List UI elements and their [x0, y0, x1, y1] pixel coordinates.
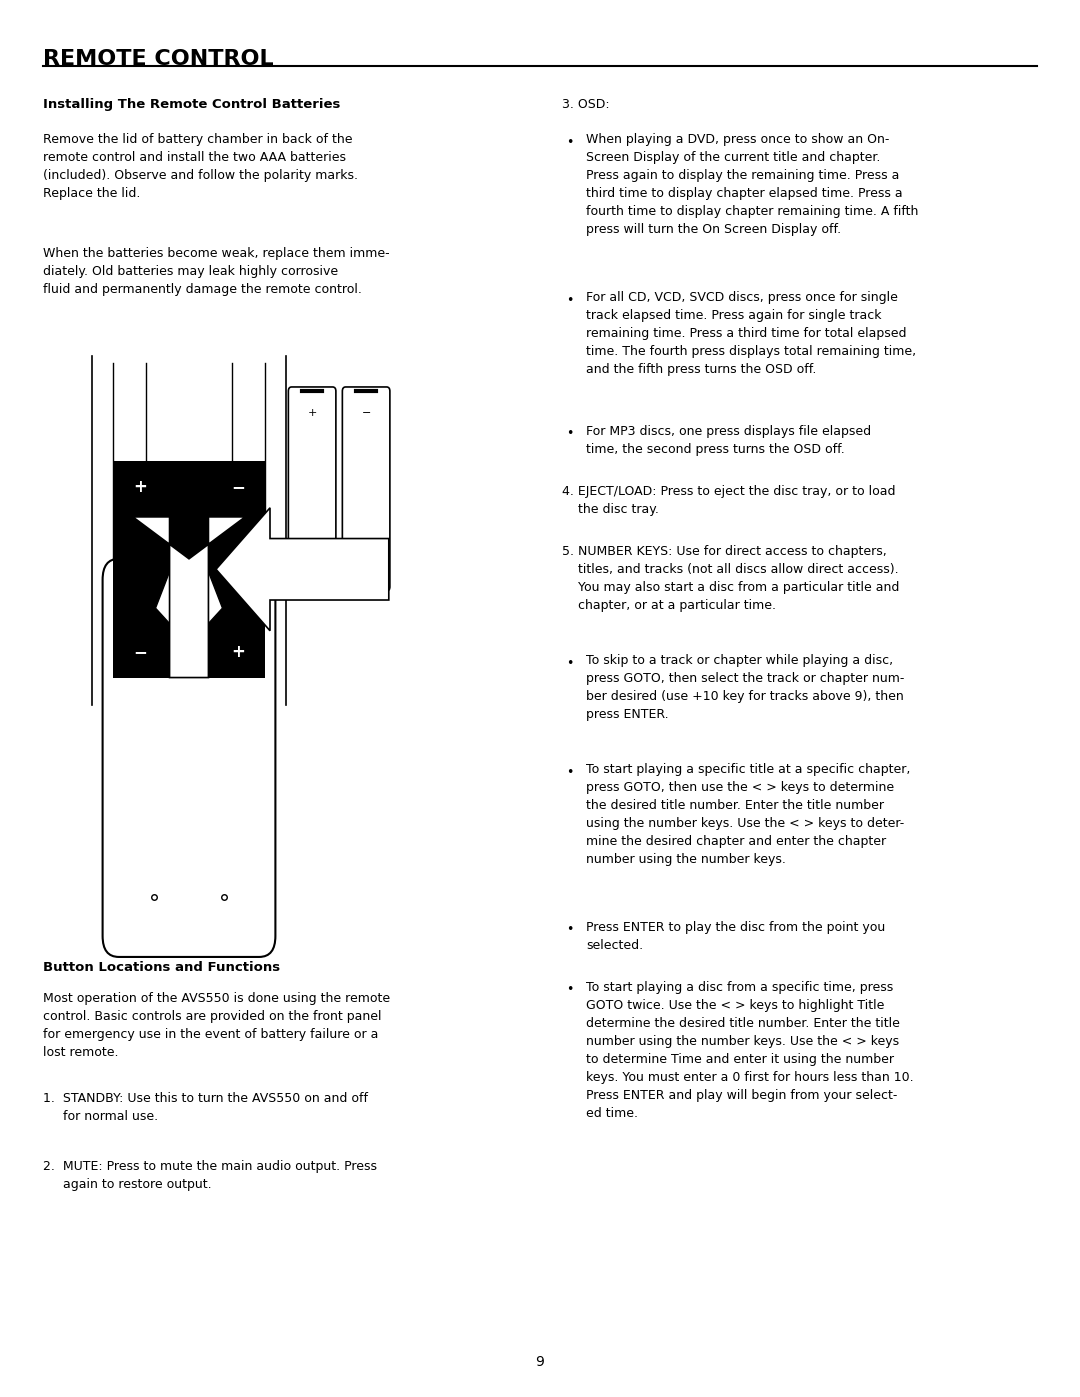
Text: −: −: [362, 408, 370, 418]
Text: To skip to a track or chapter while playing a disc,
press GOTO, then select the : To skip to a track or chapter while play…: [586, 654, 905, 721]
Text: +: +: [133, 478, 147, 496]
Text: •: •: [566, 923, 573, 936]
Text: When playing a DVD, press once to show an On-
Screen Display of the current titl: When playing a DVD, press once to show a…: [586, 133, 919, 236]
Text: •: •: [566, 293, 573, 307]
Text: −: −: [231, 478, 245, 496]
Text: REMOTE CONTROL: REMOTE CONTROL: [43, 49, 274, 68]
Text: •: •: [566, 657, 573, 669]
Text: Press ENTER to play the disc from the point you
selected.: Press ENTER to play the disc from the po…: [586, 921, 886, 951]
Text: Installing The Remote Control Batteries: Installing The Remote Control Batteries: [43, 98, 340, 110]
Text: To start playing a specific title at a specific chapter,
press GOTO, then use th: To start playing a specific title at a s…: [586, 763, 910, 866]
Text: −: −: [308, 560, 316, 570]
Text: 4. EJECT/LOAD: Press to eject the disc tray, or to load
    the disc tray.: 4. EJECT/LOAD: Press to eject the disc t…: [562, 485, 895, 515]
Polygon shape: [156, 570, 222, 629]
Text: To start playing a disc from a specific time, press
GOTO twice. Use the < > keys: To start playing a disc from a specific …: [586, 981, 914, 1119]
Polygon shape: [133, 517, 245, 678]
FancyBboxPatch shape: [342, 387, 390, 591]
Text: •: •: [566, 766, 573, 778]
Text: Remove the lid of battery chamber in back of the
remote control and install the : Remove the lid of battery chamber in bac…: [43, 133, 359, 200]
Text: 5. NUMBER KEYS: Use for direct access to chapters,
    titles, and tracks (not a: 5. NUMBER KEYS: Use for direct access to…: [562, 545, 899, 612]
Polygon shape: [216, 507, 389, 630]
Text: 9: 9: [536, 1355, 544, 1369]
Text: 2.  MUTE: Press to mute the main audio output. Press
     again to restore outpu: 2. MUTE: Press to mute the main audio ou…: [43, 1160, 377, 1190]
Text: 3. OSD:: 3. OSD:: [562, 98, 609, 110]
Text: +: +: [308, 408, 316, 418]
Text: +: +: [362, 560, 370, 570]
Text: Most operation of the AVS550 is done using the remote
control. Basic controls ar: Most operation of the AVS550 is done usi…: [43, 992, 390, 1059]
Text: For all CD, VCD, SVCD discs, press once for single
track elapsed time. Press aga: For all CD, VCD, SVCD discs, press once …: [586, 291, 917, 376]
Text: +: +: [231, 643, 245, 661]
Text: •: •: [566, 427, 573, 440]
Text: When the batteries become weak, replace them imme-
diately. Old batteries may le: When the batteries become weak, replace …: [43, 247, 390, 296]
FancyBboxPatch shape: [288, 387, 336, 591]
Text: For MP3 discs, one press displays file elapsed
time, the second press turns the : For MP3 discs, one press displays file e…: [586, 425, 872, 455]
Text: Button Locations and Functions: Button Locations and Functions: [43, 961, 281, 974]
Text: •: •: [566, 137, 573, 149]
Text: •: •: [566, 983, 573, 996]
Text: 1.  STANDBY: Use this to turn the AVS550 on and off
     for normal use.: 1. STANDBY: Use this to turn the AVS550 …: [43, 1092, 368, 1123]
FancyBboxPatch shape: [103, 559, 275, 957]
Bar: [113, 461, 265, 678]
Text: −: −: [133, 643, 147, 661]
